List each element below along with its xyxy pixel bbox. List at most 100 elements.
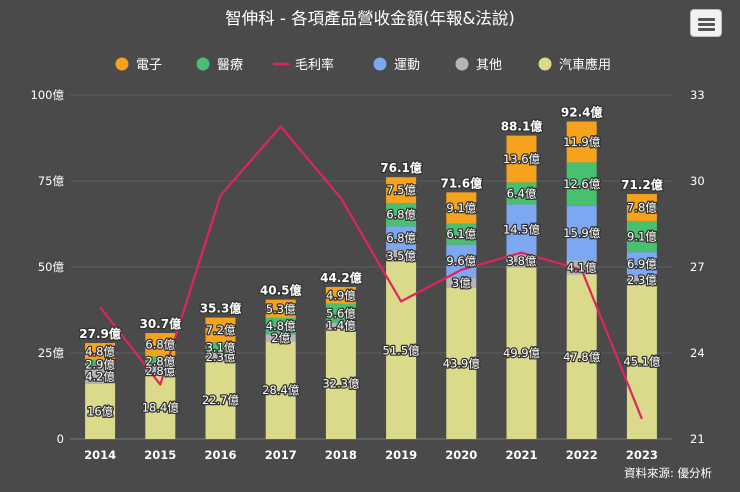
data-label: 6.9億 — [627, 257, 657, 271]
data-label: 6.8億 — [386, 231, 416, 245]
legend-dot-marker — [196, 57, 210, 71]
bar-segment — [626, 283, 657, 439]
bar-segment — [145, 333, 176, 357]
data-label: 4.9億 — [326, 288, 356, 302]
bar-segment — [85, 383, 116, 439]
bar-segment — [145, 356, 176, 367]
menu-icon-bar — [698, 23, 715, 26]
bar-segment — [325, 303, 356, 324]
data-label: 9.1億 — [627, 230, 657, 244]
bar-segment — [626, 275, 657, 284]
data-label: 6.8億 — [145, 338, 175, 352]
data-label: 1.4億 — [326, 318, 356, 332]
bar-segment — [446, 223, 477, 245]
total-label: 40.5億 — [260, 283, 302, 298]
data-label: 2億 — [271, 331, 290, 345]
total-label: 92.4億 — [561, 104, 603, 119]
x-tick-label: 2014 — [84, 448, 116, 462]
bar-segment — [506, 267, 537, 439]
data-label: 15.9億 — [563, 226, 601, 240]
source-note: 資料來源: 優分析 — [624, 466, 712, 480]
legend-dot-marker — [455, 57, 469, 71]
legend-dot-marker — [115, 57, 129, 71]
data-label: 3.5億 — [386, 249, 416, 263]
data-label: 51.5億 — [383, 343, 421, 357]
hamburger-menu-button[interactable] — [690, 9, 722, 37]
bar-segment — [506, 182, 537, 205]
bar-segment — [205, 353, 236, 361]
data-label: 2.3億 — [206, 350, 236, 364]
data-label: 28.4億 — [262, 383, 300, 397]
data-label: 3.8億 — [507, 254, 537, 268]
data-label: 49.9億 — [503, 346, 541, 360]
data-label: 16億 — [87, 404, 114, 418]
data-label: 22.7億 — [202, 393, 240, 407]
bar-segment — [386, 249, 417, 262]
bar-segment — [386, 177, 417, 204]
gross-margin-line — [99, 125, 643, 420]
bar-segment — [566, 205, 597, 261]
y-right-tick-label: 24 — [690, 346, 705, 360]
x-tick-label: 2018 — [325, 448, 357, 462]
data-label: 6.4億 — [507, 186, 537, 200]
bar-segment — [145, 366, 176, 376]
x-tick-label: 2016 — [204, 448, 236, 462]
bar-segment — [325, 323, 356, 328]
bar-segment — [386, 203, 417, 227]
total-label: 71.6億 — [440, 175, 482, 190]
legend-item-label: 運動 — [394, 58, 420, 73]
y-right-tick-label: 33 — [690, 88, 705, 102]
legend-item-label: 電子 — [136, 58, 162, 73]
data-label: 4.1億 — [567, 261, 597, 275]
data-label: 2.8億 — [145, 364, 175, 378]
x-tick-label: 2020 — [445, 448, 477, 462]
data-label: 9.6億 — [446, 254, 476, 268]
menu-icon-bar — [698, 18, 715, 21]
legend-dot-marker — [373, 57, 387, 71]
bar-segment — [386, 226, 417, 250]
bar-segment — [205, 317, 236, 343]
bar-segment — [446, 192, 477, 224]
data-label: 47.8億 — [563, 350, 601, 364]
bar-segment — [626, 194, 657, 221]
y-left-tick-label: 25億 — [38, 346, 65, 360]
data-label: 13.6億 — [503, 152, 541, 166]
chart-title: 智伸科 - 各項產品營收金額(年報&法說) — [225, 9, 515, 28]
bar-segment — [205, 342, 236, 353]
bar-segment — [205, 360, 236, 439]
x-tick-label: 2017 — [265, 448, 297, 462]
y-left-tick-label: 100億 — [31, 88, 65, 102]
data-label: 2.9億 — [85, 358, 115, 372]
bar-segment — [446, 244, 477, 278]
data-label: 2.3億 — [627, 273, 657, 287]
legend-item-label: 其他 — [476, 58, 502, 73]
legend-dot-marker — [538, 57, 552, 71]
total-label: 76.1億 — [380, 160, 422, 175]
data-label: 32.3億 — [322, 376, 360, 390]
bar-segment — [566, 121, 597, 163]
data-label: 7.8億 — [627, 200, 657, 214]
data-label: 4.2億 — [85, 370, 115, 384]
y-left-tick-label: 75億 — [38, 174, 65, 188]
bar-segment — [265, 341, 296, 439]
data-label: 18.4億 — [142, 400, 180, 414]
legend-item-label: 毛利率 — [295, 57, 334, 73]
data-label: 3.1億 — [206, 341, 236, 355]
y-right-tick-label: 21 — [690, 432, 705, 446]
y-left-tick-label: 50億 — [38, 260, 65, 274]
bar-segment — [626, 220, 657, 253]
total-label: 27.9億 — [79, 326, 121, 341]
x-tick-label: 2022 — [566, 448, 598, 462]
bar-segment — [85, 359, 116, 370]
bar-segment — [506, 254, 537, 268]
total-label: 30.7億 — [139, 316, 181, 331]
bar-segment — [446, 287, 477, 439]
data-label: 11.9億 — [563, 135, 601, 149]
bar-segment — [85, 343, 116, 360]
bar-segment — [145, 375, 176, 439]
total-label: 88.1億 — [501, 119, 543, 134]
x-tick-label: 2021 — [505, 448, 537, 462]
bar-segment — [506, 204, 537, 255]
